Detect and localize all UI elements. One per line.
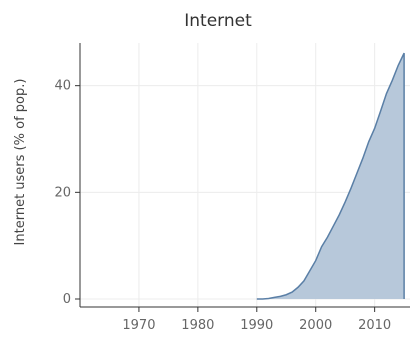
y-axis-ticks: 0 20 40: [54, 79, 80, 307]
grid-lines: [80, 43, 410, 307]
x-tick-label-2010: 2010: [358, 318, 391, 333]
x-tick-label-2000: 2000: [299, 318, 332, 333]
y-axis-label: Internet users (% of pop.): [13, 79, 28, 246]
y-tick-label-40: 40: [54, 79, 71, 94]
area-line: [256, 52, 405, 300]
data-area: [256, 52, 405, 300]
area-fill: [256, 53, 405, 300]
x-tick-label-1990: 1990: [240, 318, 273, 333]
y-tick-label-20: 20: [54, 185, 71, 200]
x-tick-label-1970: 1970: [122, 318, 155, 333]
x-tick-label-1980: 1980: [181, 318, 214, 333]
y-tick-label-0: 0: [63, 292, 71, 307]
chart-title: Internet: [184, 11, 252, 31]
x-axis-ticks: 1970 1980 1990 2000 2010: [122, 307, 391, 333]
axes: [79, 43, 410, 308]
